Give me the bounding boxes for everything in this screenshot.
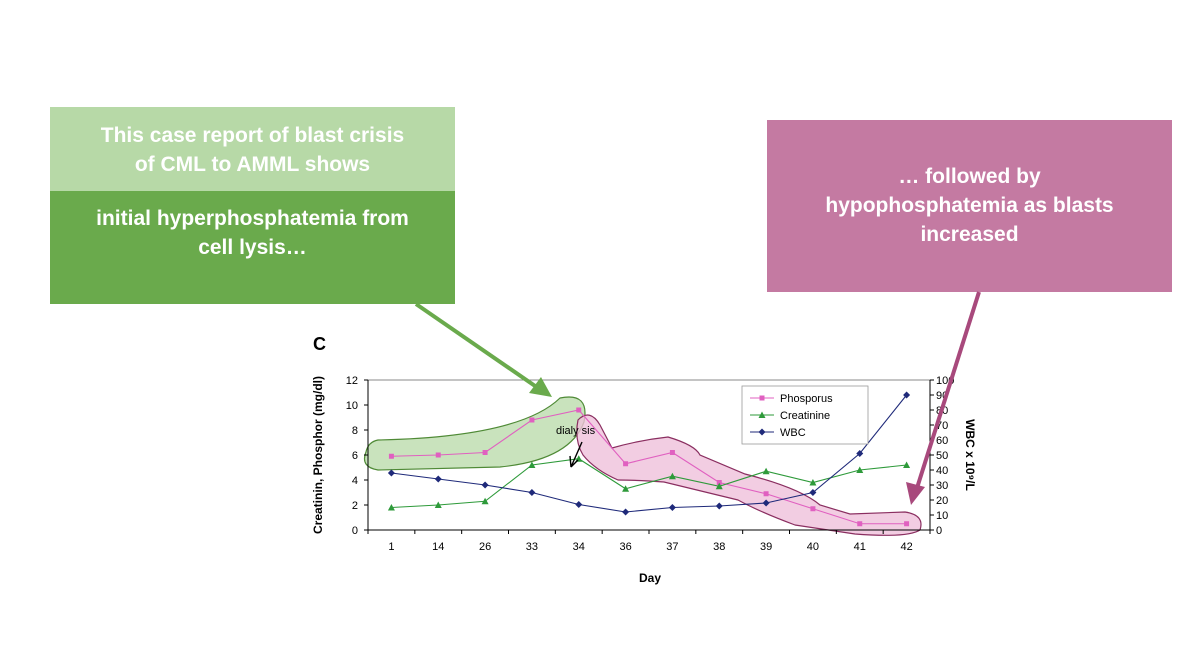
data-point-phosporus (716, 480, 722, 485)
data-point-wbc (809, 489, 817, 496)
x-tick-label: 38 (713, 541, 725, 553)
data-point-phosporus (904, 521, 910, 527)
series-layer (387, 391, 911, 527)
callout-pink: … followed by hypophosphatemia as blasts… (767, 120, 1172, 292)
right-tick-label: 60 (936, 435, 948, 447)
legend-marker-wbc (758, 428, 766, 436)
data-point-creatinine (715, 482, 723, 490)
data-point-wbc (715, 502, 723, 510)
x-tick-label: 36 (619, 541, 631, 553)
series-line-creatinine (391, 458, 907, 509)
x-tick-label: 1 (388, 541, 394, 553)
data-point-wbc (481, 481, 489, 489)
data-point-phosporus (529, 417, 535, 423)
legend-marker-phosporus (759, 395, 765, 401)
dialysis-annotation: dialy sis (556, 425, 596, 437)
left-tick-label: 8 (352, 425, 358, 437)
right-tick-label: 40 (936, 465, 948, 477)
pink-callout-arrowhead (906, 482, 925, 505)
left-tick-label: 10 (346, 400, 358, 412)
callout-pink-line-3: increased (920, 223, 1019, 246)
data-point-phosporus (857, 521, 863, 527)
data-point-creatinine (668, 472, 676, 480)
data-point-wbc (762, 499, 770, 507)
pink-highlight-region (576, 414, 922, 536)
right-tick-label: 50 (936, 450, 948, 462)
x-tick-label: 39 (760, 541, 772, 553)
data-point-wbc (528, 489, 536, 496)
x-tick-label: 14 (432, 541, 444, 553)
x-axis-label: Day (639, 571, 661, 585)
left-tick-label: 2 (352, 500, 358, 512)
green-highlight-region (363, 396, 586, 471)
left-tick-label: 4 (352, 475, 358, 487)
data-point-phosporus (669, 450, 675, 455)
data-point-creatinine (762, 467, 770, 475)
callout-green-light-line-1: This case report of blast crisis (100, 124, 405, 147)
x-tick-label: 33 (526, 541, 538, 553)
right-tick-label: 30 (936, 480, 948, 492)
x-tick-label: 37 (666, 541, 678, 553)
green-callout-arrowhead (529, 377, 552, 397)
green-callout-arrow-shaft (414, 302, 540, 390)
data-point-wbc (575, 501, 583, 508)
dialysis-arrow (569, 441, 583, 468)
legend-label-creatinine: Creatinine (780, 410, 830, 422)
callout-green-dark: initial hyperphosphatemia from cell lysi… (50, 191, 455, 304)
callout-pink-line-2: hypophosphatemia as blasts (825, 194, 1114, 217)
legend-marker-creatinine (758, 411, 766, 418)
data-point-wbc (856, 450, 864, 457)
data-point-creatinine (622, 485, 630, 492)
data-point-phosporus (435, 452, 441, 458)
x-tick-label: 40 (807, 541, 819, 553)
x-tick-label: 34 (573, 541, 585, 553)
callout-green-dark-line-1: initial hyperphosphatemia from (96, 207, 409, 230)
data-point-wbc (434, 475, 442, 483)
left-tick-label: 12 (346, 375, 358, 387)
data-point-phosporus (576, 407, 582, 413)
data-point-creatinine (809, 479, 817, 486)
data-point-wbc (903, 391, 911, 399)
callout-pink-line-1: … followed by (898, 165, 1041, 188)
legend-label-wbc: WBC (780, 427, 806, 439)
data-point-creatinine (856, 466, 864, 473)
x-tick-label: 26 (479, 541, 491, 553)
data-point-wbc (387, 469, 395, 477)
left-axis-label: Creatinin, Phosphor (mg/dl) (311, 376, 325, 534)
data-point-creatinine (481, 497, 489, 505)
data-point-creatinine (387, 504, 395, 511)
right-axis-ticks: 0102030405060708090100 (930, 375, 954, 537)
left-tick-label: 0 (352, 525, 358, 537)
x-tick-label: 41 (854, 541, 866, 553)
series-line-wbc (391, 394, 908, 513)
right-tick-label: 20 (936, 495, 948, 507)
right-tick-label: 0 (936, 525, 942, 537)
data-point-phosporus (763, 491, 769, 497)
x-tick-label: 42 (900, 541, 912, 553)
data-point-creatinine (903, 461, 911, 468)
data-point-phosporus (482, 450, 488, 455)
legend: Phosporus Creatinine WBC (741, 385, 869, 445)
data-point-creatinine (434, 501, 442, 508)
series-line-phosporus (391, 409, 907, 525)
data-point-phosporus (623, 461, 629, 467)
legend-label-phosporus: Phosporus (780, 393, 833, 405)
callout-green-light: This case report of blast crisis of CML … (50, 107, 455, 191)
callout-green-dark-line-2: cell lysis… (198, 236, 307, 259)
callout-green-light-line-2: of CML to AMML shows (134, 153, 371, 176)
left-tick-label: 6 (352, 450, 358, 462)
left-axis-ticks: 0 2 4 6 8 10 12 (346, 375, 368, 537)
data-point-creatinine (528, 461, 536, 468)
data-point-phosporus (810, 506, 816, 512)
pink-callout-arrow-shaft (915, 291, 981, 489)
right-tick-label: 10 (936, 510, 948, 522)
data-point-phosporus (388, 453, 394, 459)
data-point-wbc (668, 504, 676, 511)
data-point-wbc (622, 508, 630, 516)
right-axis-label: WBC x 10⁹/L (963, 419, 977, 491)
panel-label: C (313, 334, 326, 354)
x-axis-ticks: 1 14 26 33 34 36 37 38 39 40 41 42 (367, 530, 931, 553)
